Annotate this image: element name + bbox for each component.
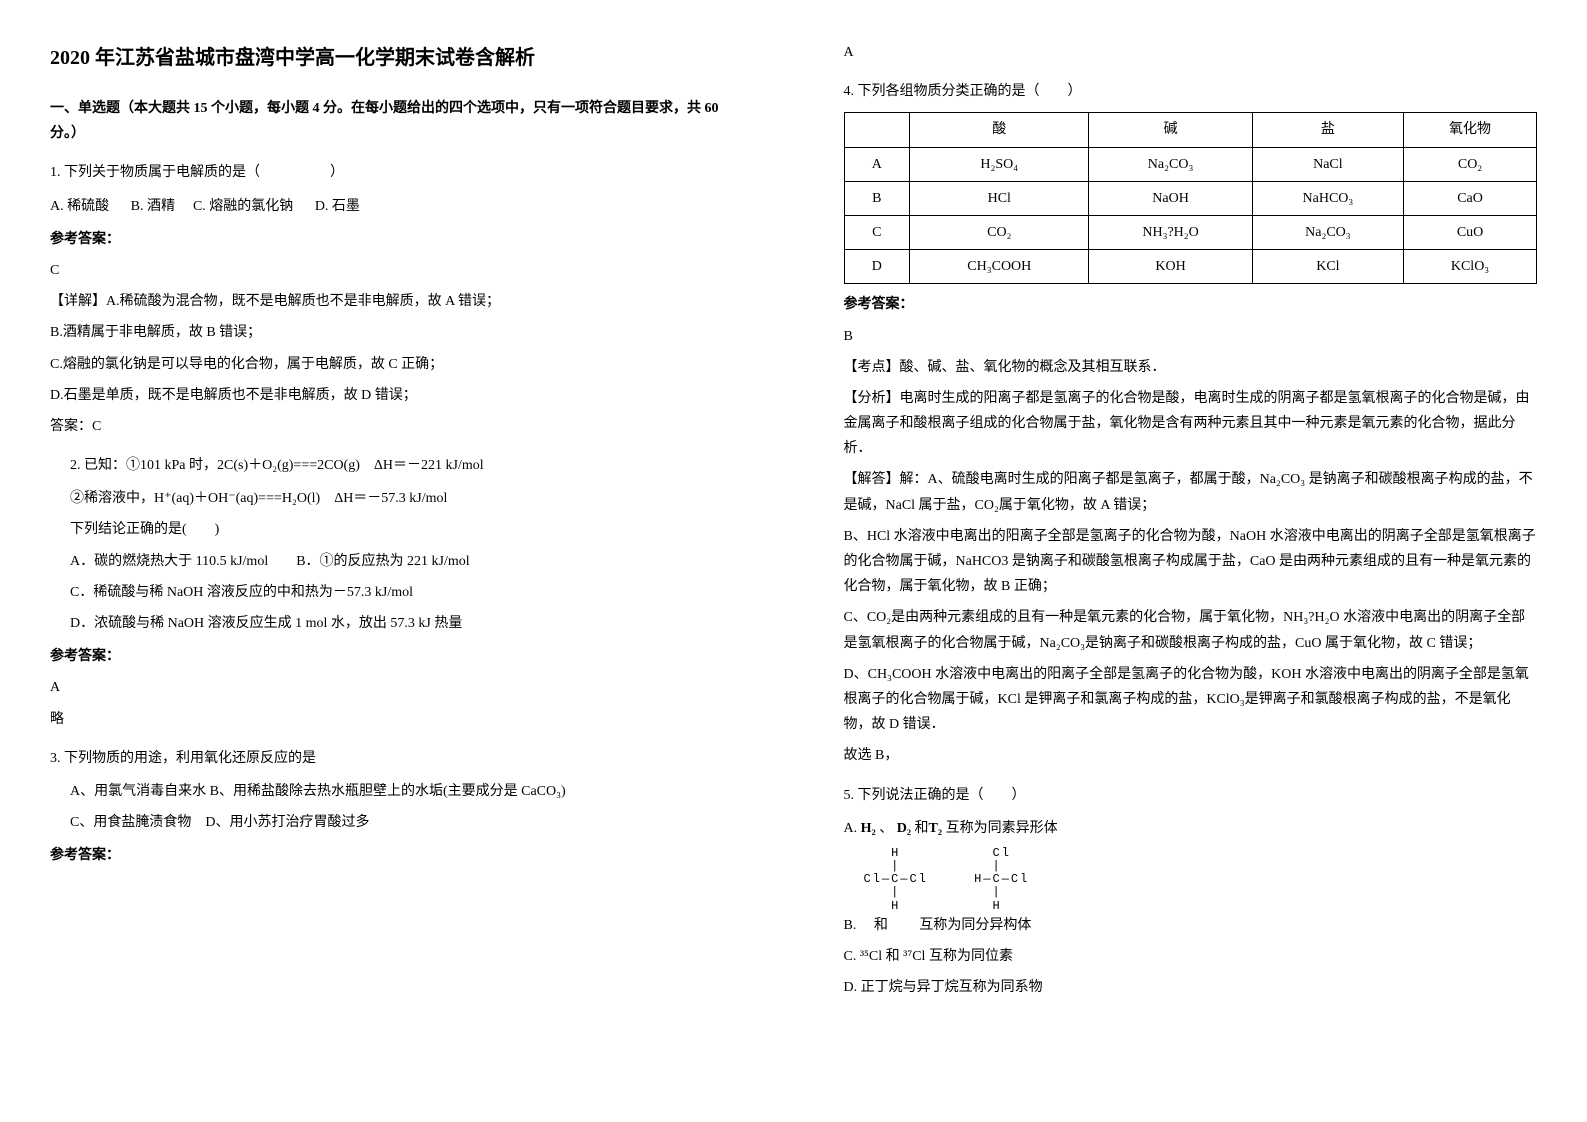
cell: Na₂CO₃ <box>1089 147 1252 181</box>
q1-opt-a: A. 稀硫酸 <box>50 194 109 219</box>
q1-exp-3: D.石墨是单质，既不是电解质也不是非电解质，故 D 错误； <box>50 383 744 408</box>
q5-stem: 5. 下列说法正确的是（ ） <box>844 783 1538 808</box>
cell: NaOH <box>1089 181 1252 215</box>
mol1-r4: | <box>864 886 928 899</box>
q1-exp-1: B.酒精属于非电解质，故 B 错误； <box>50 320 744 345</box>
table-header-row: 酸 碱 盐 氧化物 <box>844 113 1537 147</box>
th-salt: 盐 <box>1252 113 1403 147</box>
cell: CO₂ <box>910 215 1089 249</box>
q5-opt-a: A. H₂ 、 D₂ 和T₂ 互称为同素异形体 <box>844 816 1538 841</box>
q4-exp-4: C、CO₂是由两种元素组成的且有一种是氧元素的化合物，属于氧化物，NH₃?H₂O… <box>844 605 1538 655</box>
cell: CaO <box>1404 181 1537 215</box>
q1-opt-d: D. 石墨 <box>315 194 360 219</box>
cell: B <box>844 181 910 215</box>
q2-line3: 下列结论正确的是( ) <box>50 517 744 542</box>
q3-opts-ab: A、用氯气消毒自来水 B、用稀盐酸除去热水瓶胆壁上的水垢(主要成分是 CaCO₃… <box>50 779 744 804</box>
q4-exp-3: B、HCl 水溶液中电离出的阳离子全部是氢离子的化合物为酸，NaOH 水溶液中电… <box>844 524 1538 600</box>
q5-b-pre: B. <box>844 918 860 933</box>
page-title: 2020 年江苏省盐城市盘湾中学高一化学期末试卷含解析 <box>50 40 744 76</box>
sep1: 、 <box>876 821 897 836</box>
q4-table: 酸 碱 盐 氧化物 A H₂SO₄ Na₂CO₃ NaCl CO₂ B HCl … <box>844 112 1538 284</box>
mol2-r5: H <box>965 900 1029 913</box>
q2-answer: A <box>50 675 744 700</box>
q3-answer: A <box>844 40 1538 65</box>
q2-opt-d: D．浓硫酸与稀 NaOH 溶液反应生成 1 mol 水，放出 57.3 kJ 热… <box>50 611 744 636</box>
cell: NH₃?H₂O <box>1089 215 1252 249</box>
cell: CuO <box>1404 215 1537 249</box>
q4-exp-0: 【考点】酸、碱、盐、氧化物的概念及其相互联系． <box>844 355 1538 380</box>
q1-exp-2: C.熔融的氯化钠是可以导电的化合物，属于电解质，故 C 正确； <box>50 352 744 377</box>
q4-answer: B <box>844 324 1538 349</box>
cell: NaHCO₃ <box>1252 181 1403 215</box>
mol2-r4: | <box>965 886 1029 899</box>
q2-exp: 略 <box>50 707 744 732</box>
q2-line1: 2. 已知：①101 kPa 时，2C(s)＋O₂(g)===2CO(g) ΔH… <box>50 453 744 478</box>
th-base: 碱 <box>1089 113 1252 147</box>
t2-symbol: T₂ <box>929 821 943 836</box>
q1-exp-4: 答案：C <box>50 414 744 439</box>
q5-opt-c: C. ³⁵Cl 和 ³⁷Cl 互称为同位素 <box>844 944 1538 969</box>
q4-exp-2: 【解答】解：A、硫酸电离时生成的阳离子都是氢离子，都属于酸，Na₂CO₃ 是钠离… <box>844 467 1538 517</box>
cell: HCl <box>910 181 1089 215</box>
table-row: C CO₂ NH₃?H₂O Na₂CO₃ CuO <box>844 215 1537 249</box>
right-column: A 4. 下列各组物质分类正确的是（ ） 酸 碱 盐 氧化物 A H₂SO₄ N… <box>794 0 1587 1122</box>
q5-a-pre: A. <box>844 821 861 836</box>
section-1-header: 一、单选题（本大题共 15 个小题，每小题 4 分。在每小题给出的四个选项中，只… <box>50 96 744 146</box>
q4-answer-label: 参考答案： <box>844 292 1538 317</box>
h2-symbol: H₂ <box>861 821 876 836</box>
left-column: 2020 年江苏省盐城市盘湾中学高一化学期末试卷含解析 一、单选题（本大题共 1… <box>0 0 794 1122</box>
q1-opt-c: C. 熔融的氯化钠 <box>193 194 293 219</box>
q3-stem: 3. 下列物质的用途，利用氧化还原反应的是 <box>50 746 744 771</box>
q2-opt-ab: A．碳的燃烧热大于 110.5 kJ/mol B．①的反应热为 221 kJ/m… <box>50 549 744 574</box>
q1-answer-label: 参考答案： <box>50 227 744 252</box>
q4-exp-1: 【分析】电离时生成的阳离子都是氢离子的化合物是酸，电离时生成的阴离子都是氢氧根离… <box>844 386 1538 462</box>
sep2: 和 <box>911 821 929 836</box>
th-oxide: 氧化物 <box>1404 113 1537 147</box>
table-row: B HCl NaOH NaHCO₃ CaO <box>844 181 1537 215</box>
q2-opt-c: C．稀硫酸与稀 NaOH 溶液反应的中和热为－57.3 kJ/mol <box>50 580 744 605</box>
cell: A <box>844 147 910 181</box>
molecule-2: Cl | H—C—Cl | H <box>965 847 1029 913</box>
cell: D <box>844 250 910 284</box>
q5-opt-d: D. 正丁烷与异丁烷互称为同系物 <box>844 975 1538 1000</box>
cell: KOH <box>1089 250 1252 284</box>
q3-opts-cd: C、用食盐腌渍食物 D、用小苏打治疗胃酸过多 <box>50 810 744 835</box>
q5-b-post: 互称为同分异构体 <box>905 918 1031 933</box>
q5-b-mid: 和 <box>860 918 902 933</box>
q1-exp-0: 【详解】A.稀硫酸为混合物，既不是电解质也不是非电解质，故 A 错误； <box>50 289 744 314</box>
cell: KCl <box>1252 250 1403 284</box>
table-row: D CH₃COOH KOH KCl KClO₃ <box>844 250 1537 284</box>
q1-options: A. 稀硫酸 B. 酒精 C. 熔融的氯化钠 D. 石墨 <box>50 194 744 219</box>
q5-opt-b: H | Cl—C—Cl | H Cl | H—C—Cl | H B. 和 <box>844 847 1538 938</box>
mol1-r5: H <box>864 900 928 913</box>
cell: H₂SO₄ <box>910 147 1089 181</box>
q2-line2: ②稀溶液中，H⁺(aq)＋OH⁻(aq)===H₂O(l) ΔH＝－57.3 k… <box>50 486 744 511</box>
table-row: A H₂SO₄ Na₂CO₃ NaCl CO₂ <box>844 147 1537 181</box>
q1-answer: C <box>50 258 744 283</box>
q1-stem: 1. 下列关于物质属于电解质的是（ ） <box>50 160 744 185</box>
q4-stem: 4. 下列各组物质分类正确的是（ ） <box>844 79 1538 104</box>
th-acid: 酸 <box>910 113 1089 147</box>
cell: NaCl <box>1252 147 1403 181</box>
cell: CH₃COOH <box>910 250 1089 284</box>
cell: Na₂CO₃ <box>1252 215 1403 249</box>
q1-opt-b: B. 酒精 <box>131 194 175 219</box>
q4-exp-6: 故选 B， <box>844 743 1538 768</box>
cell: CO₂ <box>1404 147 1537 181</box>
cell: KClO₃ <box>1404 250 1537 284</box>
cell: C <box>844 215 910 249</box>
q5-a-post: 互称为同素异形体 <box>942 821 1058 836</box>
q4-exp-5: D、CH₃COOH 水溶液中电离出的阳离子全部是氢离子的化合物为酸，KOH 水溶… <box>844 662 1538 738</box>
th-blank <box>844 113 910 147</box>
q2-answer-label: 参考答案： <box>50 644 744 669</box>
molecule-1: H | Cl—C—Cl | H <box>864 847 928 913</box>
d2-symbol: D₂ <box>897 821 911 836</box>
q3-answer-label: 参考答案： <box>50 843 744 868</box>
